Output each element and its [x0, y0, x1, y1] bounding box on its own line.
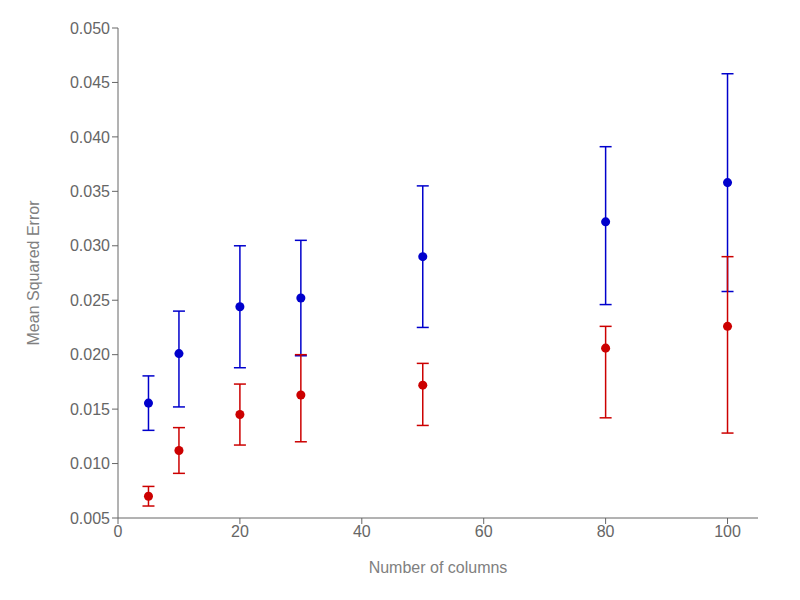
- svg-text:80: 80: [597, 523, 615, 540]
- svg-text:0.030: 0.030: [70, 237, 110, 254]
- svg-text:0: 0: [114, 523, 123, 540]
- svg-text:0.035: 0.035: [70, 183, 110, 200]
- svg-text:40: 40: [353, 523, 371, 540]
- svg-text:0.040: 0.040: [70, 129, 110, 146]
- svg-text:Mean Squared Error: Mean Squared Error: [25, 200, 42, 346]
- svg-text:0.005: 0.005: [70, 510, 110, 527]
- svg-text:0.050: 0.050: [70, 20, 110, 37]
- svg-text:0.045: 0.045: [70, 74, 110, 91]
- svg-text:60: 60: [475, 523, 493, 540]
- svg-text:0.010: 0.010: [70, 455, 110, 472]
- svg-text:0.020: 0.020: [70, 346, 110, 363]
- svg-text:20: 20: [231, 523, 249, 540]
- svg-text:Number of columns: Number of columns: [369, 559, 508, 576]
- svg-text:0.025: 0.025: [70, 292, 110, 309]
- svg-text:0.015: 0.015: [70, 401, 110, 418]
- svg-text:100: 100: [714, 523, 741, 540]
